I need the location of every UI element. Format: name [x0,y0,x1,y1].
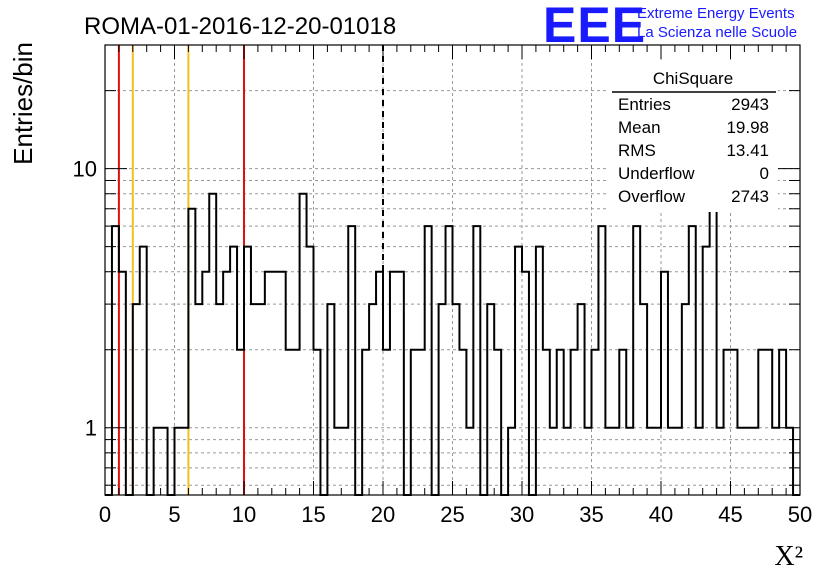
x-tick-label: 20 [371,502,395,527]
chart-title: ROMA-01-2016-12-20-01018 [84,13,396,40]
stats-label: Mean [618,118,661,137]
logo-line-1: Extreme Energy Events [637,5,795,22]
y-tick-labels: 1 10 [73,157,97,441]
eee-logo: EEE [543,0,647,53]
stats-box-background [608,62,778,212]
stats-value: 0 [760,164,769,183]
histogram-outline [105,192,800,496]
stats-label: Entries [618,95,671,114]
stats-value: 13.41 [726,141,769,160]
x-tick-label: 30 [510,502,534,527]
stats-label: Underflow [618,164,695,183]
y-tick-label: 1 [85,416,97,441]
y-axis-label: Entries/bin [8,42,38,165]
x-tick-label: 40 [649,502,673,527]
stats-box: ChiSquare Entries 2943 Mean 19.98 RMS 13.41 Un… [608,62,778,212]
x-tick-label: 25 [440,502,464,527]
x-tick-label: 45 [718,502,742,527]
x-tick-label: 50 [788,502,812,527]
x-tick-label: 0 [99,502,111,527]
x-axis-label: X² [774,541,803,572]
stats-value: 2743 [731,187,769,206]
x-tick-label: 15 [301,502,325,527]
stats-label: Overflow [618,187,686,206]
x-tick-label: 35 [579,502,603,527]
x-tick-label: 5 [168,502,180,527]
plot-frame [104,44,801,496]
x-tick-labels: 0 5 10 15 20 25 30 35 40 45 50 [99,502,812,527]
stats-value: 2943 [731,95,769,114]
logo-line-2: La Scienza nelle Scuole [637,24,798,41]
stats-value: 19.98 [726,118,769,137]
y-tick-label: 10 [73,157,97,182]
stats-box-title: ChiSquare [653,69,733,88]
x-tick-label: 10 [232,502,256,527]
stats-label: RMS [618,141,656,160]
